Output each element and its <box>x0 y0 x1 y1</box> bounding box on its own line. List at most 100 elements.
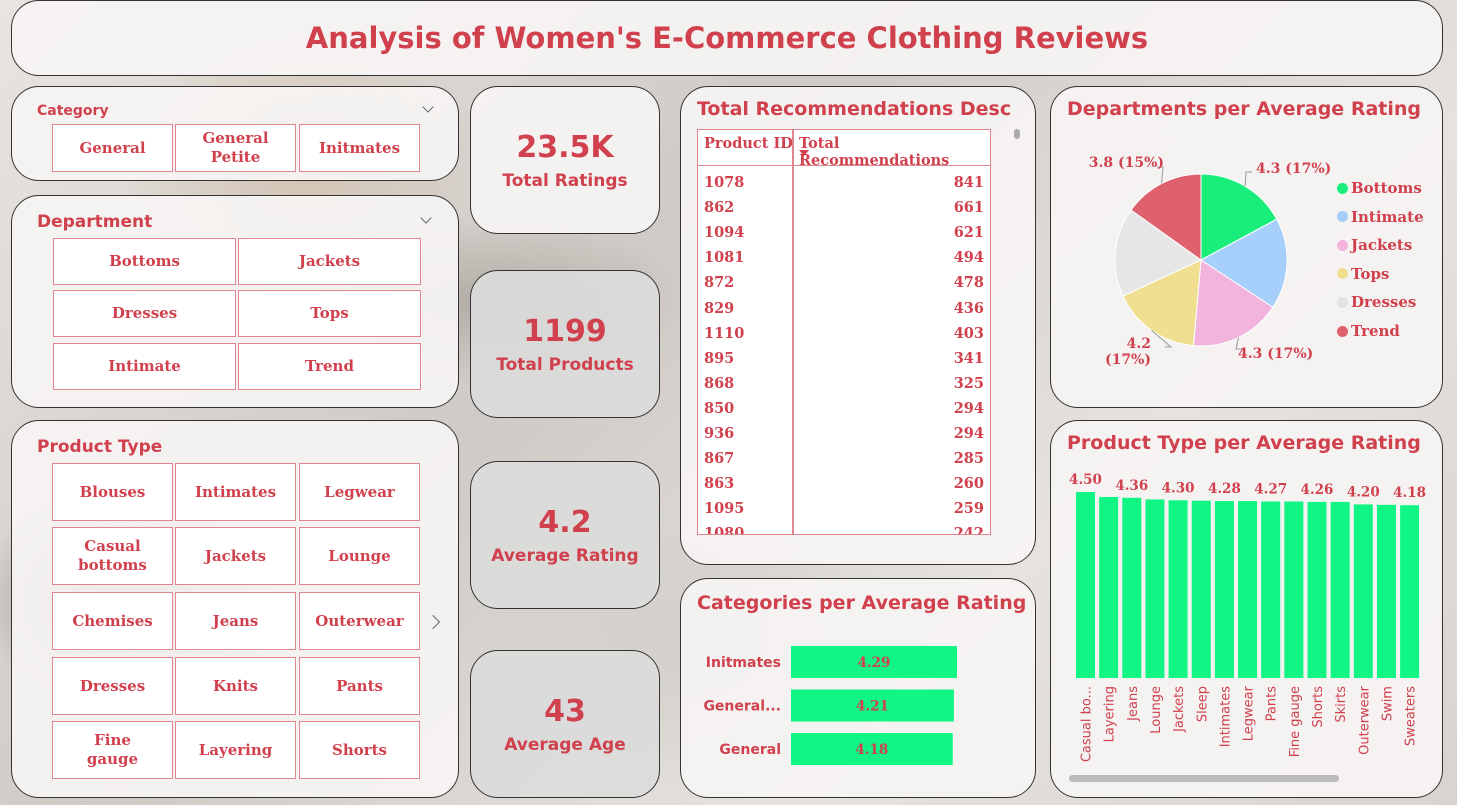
product-type-tile[interactable]: Casual bottoms <box>52 527 173 585</box>
product-type-tile[interactable]: Pants <box>299 657 420 715</box>
pie-leader-line <box>1157 166 1164 184</box>
bar[interactable] <box>1400 505 1420 678</box>
table-row[interactable]: 1080 242 <box>698 523 990 534</box>
table-row[interactable]: 862 661 <box>698 197 990 222</box>
horizontal-scrollbar[interactable] <box>1069 775 1339 782</box>
table-row[interactable]: 868 325 <box>698 373 990 398</box>
pie-leader-line <box>1151 329 1173 348</box>
chart-title: Product Type per Average Rating <box>1067 432 1421 454</box>
department-tile-intimate[interactable]: Intimate <box>53 343 236 390</box>
category-tile-general-petite[interactable]: General Petite <box>175 124 296 172</box>
product-type-tile[interactable]: Jackets <box>175 527 296 585</box>
table-row[interactable]: 863 260 <box>698 473 990 498</box>
pie-slice-jackets[interactable] <box>1192 259 1274 347</box>
table-row[interactable]: 872 478 <box>698 272 990 297</box>
bar[interactable] <box>1214 501 1234 678</box>
cell-product-id: 1110 <box>704 324 745 342</box>
legend-item-dresses[interactable]: Dresses <box>1337 293 1416 311</box>
column-header-product-id[interactable]: Product ID <box>704 135 793 152</box>
table-row[interactable]: 829 436 <box>698 298 990 323</box>
bar[interactable] <box>1307 501 1327 678</box>
table-row[interactable]: 895 341 <box>698 348 990 373</box>
legend-item-tops[interactable]: Tops <box>1337 265 1389 283</box>
bar[interactable] <box>1376 504 1396 678</box>
category-tile-general[interactable]: General <box>52 124 173 172</box>
bar[interactable] <box>1145 499 1165 678</box>
bar[interactable] <box>1353 504 1373 678</box>
legend-marker-icon <box>1337 211 1348 223</box>
cell-product-id: 850 <box>704 399 735 417</box>
chevron-down-icon[interactable] <box>422 101 434 113</box>
bar[interactable] <box>1122 497 1142 678</box>
kpi-average-rating: 4.2 Average Rating <box>470 461 660 609</box>
cell-product-id: 1081 <box>704 249 745 267</box>
legend-label: Trend <box>1351 322 1400 340</box>
legend-item-jackets[interactable]: Jackets <box>1337 236 1412 254</box>
product-type-tile[interactable]: Jeans <box>175 592 296 650</box>
bar[interactable] <box>791 733 953 765</box>
product-type-tile[interactable]: Layering <box>175 721 296 779</box>
department-tile-trend[interactable]: Trend <box>238 343 421 390</box>
department-slicer: Department Bottoms Jackets Dresses Tops … <box>11 195 459 408</box>
bar-data-label: 4.20 <box>1347 484 1380 500</box>
pie-slice-intimate[interactable] <box>1200 218 1288 308</box>
pie-data-label: 4.2 <box>1127 336 1151 352</box>
table-row[interactable]: 1095 259 <box>698 498 990 523</box>
table-row[interactable]: 1078 841 <box>698 172 990 197</box>
table-scrollbar[interactable] <box>1014 129 1020 139</box>
bar[interactable] <box>1261 501 1281 678</box>
legend-marker-icon <box>1337 325 1348 337</box>
bar[interactable] <box>1330 501 1350 678</box>
table-row[interactable]: 867 285 <box>698 448 990 473</box>
department-tile-bottoms[interactable]: Bottoms <box>53 238 236 285</box>
chevron-down-icon[interactable] <box>420 212 432 224</box>
product-type-tile[interactable]: Lounge <box>299 527 420 585</box>
department-tile-tops[interactable]: Tops <box>238 290 421 337</box>
legend-item-bottoms[interactable]: Bottoms <box>1337 179 1422 197</box>
pie-slice-dresses[interactable] <box>1114 209 1202 297</box>
cell-total-recommendations: 259 <box>953 500 984 518</box>
category-slicer: Category General General Petite Initmate… <box>11 86 459 181</box>
cell-total-recommendations: 294 <box>953 399 984 417</box>
dashboard-title-bar: Analysis of Women's E-Commerce Clothing … <box>11 0 1443 76</box>
product-type-tile[interactable]: Outerwear <box>299 592 420 650</box>
chevron-right-icon[interactable] <box>425 614 441 630</box>
bar[interactable] <box>1191 500 1211 678</box>
bar[interactable] <box>791 689 954 722</box>
product-type-tile[interactable]: Legwear <box>299 463 420 521</box>
bar[interactable] <box>1099 496 1119 678</box>
product-type-tile[interactable]: Blouses <box>52 463 173 521</box>
column-header-total-recommendations[interactable]: Total Recommendations <box>799 135 950 169</box>
legend-item-intimate[interactable]: Intimate <box>1337 208 1424 226</box>
bar[interactable] <box>1284 501 1304 678</box>
chart-title: Categories per Average Rating <box>697 592 1027 614</box>
table-row[interactable]: 1110 403 <box>698 323 990 348</box>
category-tile-initmates[interactable]: Initmates <box>299 124 420 172</box>
product-type-tile[interactable]: Knits <box>175 657 296 715</box>
sort-desc-icon[interactable] <box>799 150 809 156</box>
recommendations-table[interactable]: Product ID Total Recommendations 1078 841… <box>697 129 991 535</box>
bar-data-label: 4.27 <box>1254 482 1287 498</box>
bar[interactable] <box>1076 492 1095 678</box>
table-row[interactable]: 1094 621 <box>698 222 990 247</box>
table-row[interactable]: 850 294 <box>698 398 990 423</box>
departments-chart-panel: Departments per Average Rating 4.3 (17%)… <box>1050 86 1443 408</box>
table-row[interactable]: 936 294 <box>698 423 990 448</box>
product-type-tile[interactable]: Fine gauge <box>52 721 173 779</box>
product-type-tile[interactable]: Chemises <box>52 592 173 650</box>
kpi-total-ratings: 23.5K Total Ratings <box>470 86 660 234</box>
department-tile-jackets[interactable]: Jackets <box>238 238 421 285</box>
product-type-tile[interactable]: Shorts <box>299 721 420 779</box>
department-tile-dresses[interactable]: Dresses <box>53 290 236 337</box>
pie-slice-trend[interactable] <box>1130 173 1202 261</box>
table-row[interactable]: 1081 494 <box>698 247 990 272</box>
recommendations-table-panel: Total Recommendations Desc Product ID To… <box>680 86 1036 565</box>
product-type-tile[interactable]: Intimates <box>175 463 296 521</box>
bar[interactable] <box>1238 501 1258 678</box>
bar-data-label: 4.36 <box>1115 478 1148 494</box>
product-type-tile[interactable]: Dresses <box>52 657 173 715</box>
legend-label: Tops <box>1351 264 1390 283</box>
bar[interactable] <box>1168 500 1188 678</box>
legend-item-trend[interactable]: Trend <box>1337 322 1400 340</box>
bar[interactable] <box>791 646 957 678</box>
